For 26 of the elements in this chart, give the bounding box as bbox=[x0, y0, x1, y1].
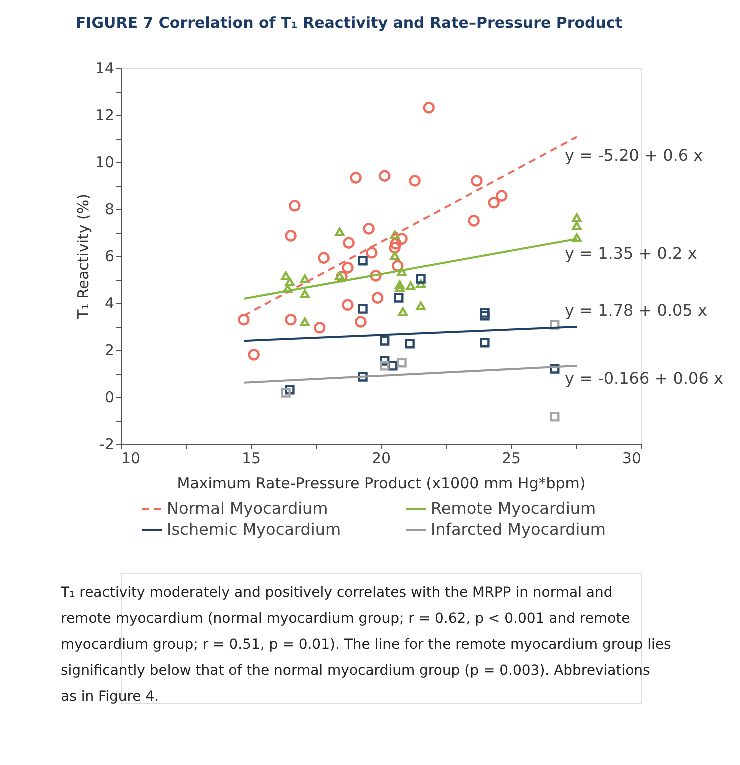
annotation: y = 1.35 + 0.2 x bbox=[565, 244, 698, 264]
y-axis-title: T₁ Reactivity (%) bbox=[74, 194, 92, 320]
chart-title: FIGURE 7 Correlation of T₁ Reactivity and Rate–Pressure Product bbox=[76, 14, 623, 32]
annotation: y = -5.20 + 0.6 x bbox=[565, 146, 704, 166]
y-tick-label: 14 bbox=[95, 60, 114, 78]
text: T₁ reactivity moderately and positively correlates with the MRPP in normal and remote myocardium (normal myocardium group; r = 0.62, p < 0.001 and remote myocardium group; r = 0.51, p = 0.01). The line for the remote myocardium group lies significantly below that of the normal myocardium group (p = 0.003). Abbreviations as in Figure 4. bbox=[60, 585, 672, 705]
y-tick-label: 8 bbox=[104, 200, 114, 218]
y-tick-label: 6 bbox=[104, 248, 114, 266]
legend-label: Remote Myocardium bbox=[431, 499, 596, 518]
y-tick-label: 2 bbox=[104, 342, 114, 360]
y-tick-label: 10 bbox=[95, 154, 114, 172]
annotation: y = 1.78 + 0.05 x bbox=[565, 300, 708, 320]
annotation: y = -0.166 + 0.06 x bbox=[565, 368, 724, 388]
y-tick-label: 12 bbox=[95, 106, 114, 124]
y-tick-label: -2 bbox=[100, 436, 114, 454]
y-tick-label: 4 bbox=[104, 294, 114, 312]
x-tick-label: 10 bbox=[122, 450, 141, 468]
x-axis-title: Maximum Rate-Pressure Product (x1000 mm Hg*bpm) bbox=[177, 474, 586, 492]
x-tick-label: 30 bbox=[622, 450, 642, 468]
x-tick-label: 15 bbox=[242, 450, 262, 468]
x-tick-label: 20 bbox=[372, 450, 392, 468]
legend-label: Ischemic Myocardium bbox=[167, 520, 342, 539]
legend-label: Normal Myocardium bbox=[167, 499, 328, 518]
x-tick-label: 25 bbox=[502, 450, 522, 468]
y-tick-label: 0 bbox=[104, 388, 114, 406]
legend-label: Infarcted Myocardium bbox=[431, 520, 606, 539]
